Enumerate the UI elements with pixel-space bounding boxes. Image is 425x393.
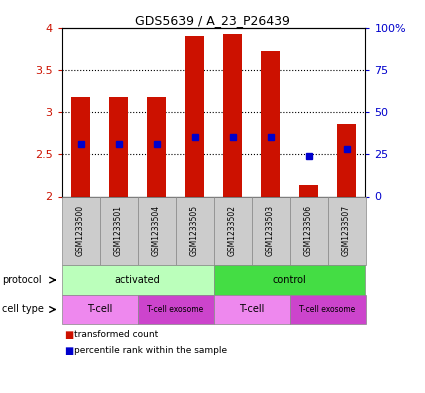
Bar: [299, 185, 318, 196]
Bar: [185, 36, 204, 197]
Text: protocol: protocol: [2, 275, 42, 285]
Text: ■: ■: [64, 346, 73, 356]
Text: control: control: [273, 275, 306, 285]
Bar: [71, 97, 90, 196]
Text: GSM1233507: GSM1233507: [342, 205, 351, 257]
Text: T-cell: T-cell: [87, 305, 112, 314]
Text: GSM1233504: GSM1233504: [152, 205, 161, 257]
Text: GSM1233502: GSM1233502: [228, 206, 237, 256]
Bar: [109, 97, 128, 196]
Text: activated: activated: [115, 275, 161, 285]
Bar: [337, 124, 356, 196]
Text: GSM1233503: GSM1233503: [266, 205, 275, 257]
Text: T-cell exosome: T-cell exosome: [147, 305, 204, 314]
Text: GSM1233506: GSM1233506: [304, 205, 313, 257]
Text: T-cell exosome: T-cell exosome: [299, 305, 356, 314]
Text: GSM1233500: GSM1233500: [76, 205, 85, 257]
Bar: [147, 97, 166, 196]
Text: GDS5639 / A_23_P26439: GDS5639 / A_23_P26439: [135, 14, 290, 27]
Text: transformed count: transformed count: [74, 330, 159, 339]
Text: GSM1233505: GSM1233505: [190, 205, 199, 257]
Text: T-cell: T-cell: [239, 305, 264, 314]
Bar: [223, 34, 242, 197]
Text: ■: ■: [64, 330, 73, 340]
Text: percentile rank within the sample: percentile rank within the sample: [74, 346, 227, 355]
Bar: [261, 51, 280, 196]
Text: cell type: cell type: [2, 305, 44, 314]
Text: GSM1233501: GSM1233501: [114, 206, 123, 256]
